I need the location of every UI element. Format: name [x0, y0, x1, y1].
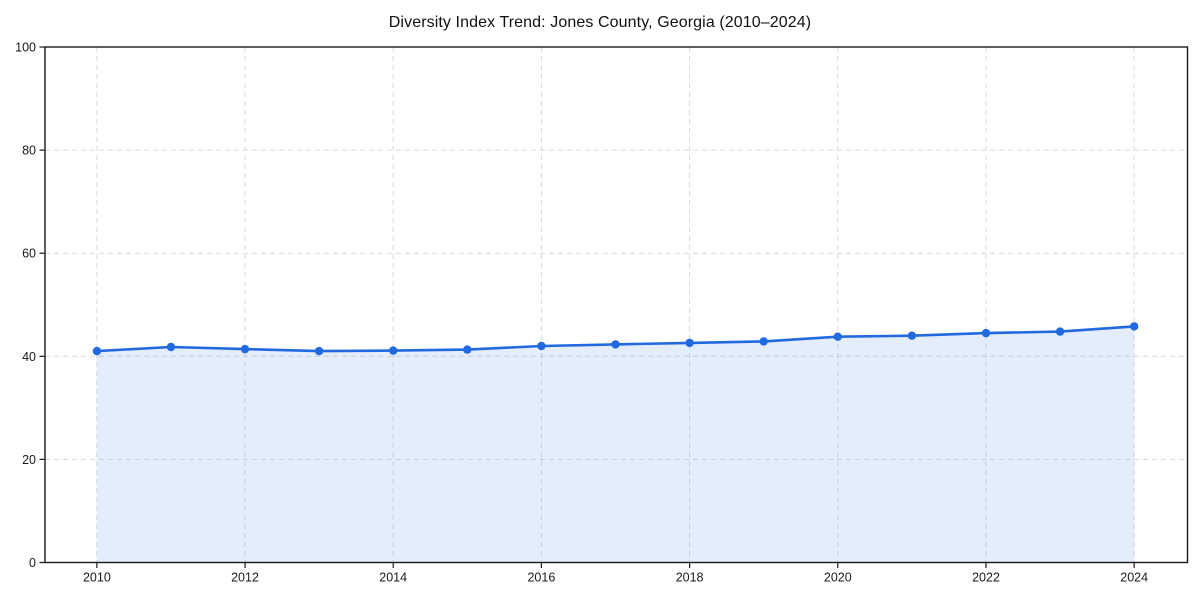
data-point-marker — [240, 344, 250, 354]
series-area — [96, 326, 1135, 563]
data-point-marker — [537, 341, 546, 351]
y-axis-tick-label: 40 — [22, 350, 36, 364]
data-point-marker — [1055, 327, 1065, 336]
x-axis-tick-label: 2014 — [379, 571, 407, 585]
x-axis-tick-label: 2010 — [83, 571, 111, 585]
data-point-marker — [92, 346, 102, 356]
data-point-marker — [685, 338, 694, 348]
x-axis-tick-label: 2024 — [1120, 571, 1148, 585]
chart-area-fill — [96, 326, 1135, 563]
data-point-marker — [1130, 322, 1139, 331]
chart-markers — [92, 322, 1139, 356]
x-axis-tick-label: 2020 — [824, 571, 852, 585]
y-axis-tick-label: 0 — [29, 556, 36, 570]
chart-axis-labels: 2010 2012 2014 2016 2018 2020 2022 2024 0 20 40 60 8… — [15, 41, 1148, 585]
y-axis-tick-label: 20 — [22, 453, 36, 467]
data-point-marker — [314, 346, 324, 356]
data-point-marker — [611, 340, 620, 349]
data-point-marker — [389, 346, 398, 355]
plot-frame — [44, 46, 1189, 564]
data-point-marker — [907, 331, 917, 340]
data-point-marker — [166, 342, 176, 352]
x-axis-tick-label: 2018 — [676, 571, 704, 585]
chart-frame — [44, 46, 1189, 564]
chart-axis-ticks — [39, 46, 1135, 568]
data-point-marker — [981, 328, 991, 338]
x-axis-tick-label: 2012 — [231, 571, 259, 585]
y-axis-tick-label: 80 — [22, 144, 36, 158]
data-point-marker — [463, 345, 472, 354]
data-point-marker — [833, 332, 842, 341]
y-axis-tick-label: 60 — [22, 247, 36, 261]
chart-title: Diversity Index Trend: Jones County, Geo… — [388, 14, 812, 31]
x-axis-tick-label: 2022 — [972, 571, 1000, 585]
y-axis-tick-label: 100 — [15, 41, 36, 55]
x-axis-tick-label: 2016 — [527, 571, 555, 585]
data-point-marker — [759, 337, 768, 346]
